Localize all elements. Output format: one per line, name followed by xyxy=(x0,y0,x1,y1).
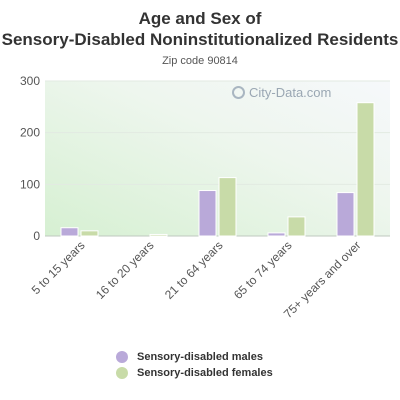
plot-area xyxy=(45,81,390,236)
bar-females xyxy=(80,230,99,237)
x-tick-label: 21 to 64 years xyxy=(162,238,226,302)
legend-item-males: Sensory-disabled males xyxy=(116,349,273,365)
legend-label-males: Sensory-disabled males xyxy=(137,351,263,363)
bar-males xyxy=(60,227,79,237)
legend-item-females: Sensory-disabled females xyxy=(116,365,273,381)
bar-males xyxy=(336,192,355,237)
x-tick-label: 65 to 74 years xyxy=(231,238,295,302)
watermark-text: City-Data.com xyxy=(249,85,332,100)
legend-label-females: Sensory-disabled females xyxy=(137,367,273,379)
bar-females xyxy=(149,233,168,237)
legend: Sensory-disabled males Sensory-disabled … xyxy=(116,349,273,381)
bar-males xyxy=(267,232,286,237)
watermark: City-Data.com xyxy=(232,85,331,100)
legend-swatch-females xyxy=(116,367,128,379)
x-tick-label: 75+ years and over xyxy=(281,238,364,321)
chart-title: Age and Sex of Sensory-Disabled Noninstit… xyxy=(1,9,399,49)
bar-females xyxy=(287,216,306,237)
y-tick-label: 300 xyxy=(20,74,40,88)
y-tick-label: 100 xyxy=(20,177,40,191)
legend-swatch-males xyxy=(116,351,128,363)
search-icon xyxy=(232,86,245,99)
x-tick-label: 5 to 15 years xyxy=(29,238,88,297)
chart-subtitle: Zip code 90814 xyxy=(162,55,238,67)
y-tick-label: 200 xyxy=(20,126,40,140)
bar-females xyxy=(218,177,237,237)
bar-males xyxy=(198,190,217,237)
x-tick-label: 16 to 20 years xyxy=(93,238,157,302)
y-tick-label: 0 xyxy=(33,229,40,243)
bar-females xyxy=(356,102,375,237)
